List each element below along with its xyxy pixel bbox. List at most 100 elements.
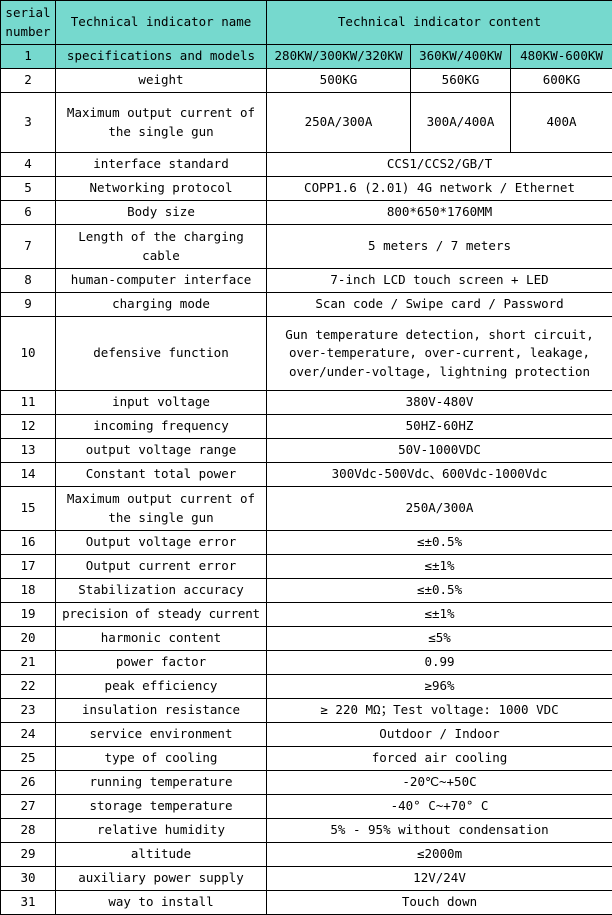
cell-serial-number: 10 [1, 317, 56, 391]
cell-serial-number: 15 [1, 487, 56, 531]
cell-serial-number: 21 [1, 651, 56, 675]
cell-serial-number: 23 [1, 699, 56, 723]
cell-serial-number: 12 [1, 415, 56, 439]
cell-indicator-content: CCS1/CCS2/GB/T [267, 153, 612, 177]
cell-indicator-content: 250A/300A [267, 93, 411, 153]
cell-indicator-name: type of cooling [56, 747, 267, 771]
cell-indicator-content: COPP1.6 (2.01) 4G network / Ethernet [267, 177, 612, 201]
cell-indicator-name: peak efficiency [56, 675, 267, 699]
cell-indicator-content: 280KW/300KW/320KW [267, 45, 411, 69]
cell-indicator-content: 7-inch LCD touch screen + LED [267, 269, 612, 293]
cell-indicator-content: 12V/24V [267, 867, 612, 891]
cell-serial-number: 11 [1, 391, 56, 415]
cell-serial-number: 13 [1, 439, 56, 463]
cell-indicator-content: -40° C~+70° C [267, 795, 612, 819]
cell-indicator-content: ≤±0.5% [267, 531, 612, 555]
cell-serial-number: 6 [1, 201, 56, 225]
cell-indicator-content: 380V-480V [267, 391, 612, 415]
cell-serial-number: 19 [1, 603, 56, 627]
cell-indicator-name: human-computer interface [56, 269, 267, 293]
cell-indicator-name: charging mode [56, 293, 267, 317]
cell-indicator-content: 300A/400A [411, 93, 511, 153]
cell-indicator-content: ≥96% [267, 675, 612, 699]
cell-indicator-name: Networking protocol [56, 177, 267, 201]
cell-indicator-name: Output current error [56, 555, 267, 579]
cell-indicator-content: 800*650*1760MM [267, 201, 612, 225]
cell-serial-number: 27 [1, 795, 56, 819]
cell-serial-number: 9 [1, 293, 56, 317]
cell-serial-number: 26 [1, 771, 56, 795]
cell-serial-number: 24 [1, 723, 56, 747]
cell-indicator-content: 560KG [411, 69, 511, 93]
cell-serial-number: 16 [1, 531, 56, 555]
cell-indicator-name: Output voltage error [56, 531, 267, 555]
cell-indicator-content: ≤5% [267, 627, 612, 651]
cell-indicator-content: forced air cooling [267, 747, 612, 771]
cell-indicator-content: ≥ 220 MΩ；Test voltage: 1000 VDC [267, 699, 612, 723]
cell-indicator-name: Maximum output current of the single gun [56, 487, 267, 531]
cell-indicator-content: ≤±1% [267, 555, 612, 579]
cell-indicator-name: storage temperature [56, 795, 267, 819]
cell-serial-number: 30 [1, 867, 56, 891]
cell-indicator-content: Outdoor / Indoor [267, 723, 612, 747]
cell-indicator-name: weight [56, 69, 267, 93]
cell-indicator-name: Maximum output current of the single gun [56, 93, 267, 153]
cell-indicator-name: incoming frequency [56, 415, 267, 439]
cell-indicator-name: interface standard [56, 153, 267, 177]
cell-indicator-content: 50V-1000VDC [267, 439, 612, 463]
cell-indicator-name: Length of the charging cable [56, 225, 267, 269]
cell-indicator-content: ≤±0.5% [267, 579, 612, 603]
cell-indicator-content: 600KG [511, 69, 612, 93]
cell-indicator-content: 360KW/400KW [411, 45, 511, 69]
cell-indicator-name: insulation resistance [56, 699, 267, 723]
cell-indicator-name: Stabilization accuracy [56, 579, 267, 603]
cell-indicator-content: 500KG [267, 69, 411, 93]
cell-indicator-content: 50HZ-60HZ [267, 415, 612, 439]
cell-indicator-name: defensive function [56, 317, 267, 391]
cell-serial-number: 20 [1, 627, 56, 651]
header-indicator-name: Technical indicator name [56, 1, 267, 45]
cell-serial-number: 18 [1, 579, 56, 603]
cell-indicator-name: altitude [56, 843, 267, 867]
cell-serial-number: 4 [1, 153, 56, 177]
cell-indicator-name: relative humidity [56, 819, 267, 843]
cell-indicator-name: output voltage range [56, 439, 267, 463]
cell-indicator-name: service environment [56, 723, 267, 747]
cell-indicator-name: auxiliary power supply [56, 867, 267, 891]
cell-indicator-name: power factor [56, 651, 267, 675]
cell-serial-number: 31 [1, 891, 56, 915]
cell-indicator-content: Touch down [267, 891, 612, 915]
cell-indicator-content: 5 meters / 7 meters [267, 225, 612, 269]
header-indicator-content: Technical indicator content [267, 1, 612, 45]
cell-indicator-content: -20℃~+50C [267, 771, 612, 795]
cell-serial-number: 5 [1, 177, 56, 201]
